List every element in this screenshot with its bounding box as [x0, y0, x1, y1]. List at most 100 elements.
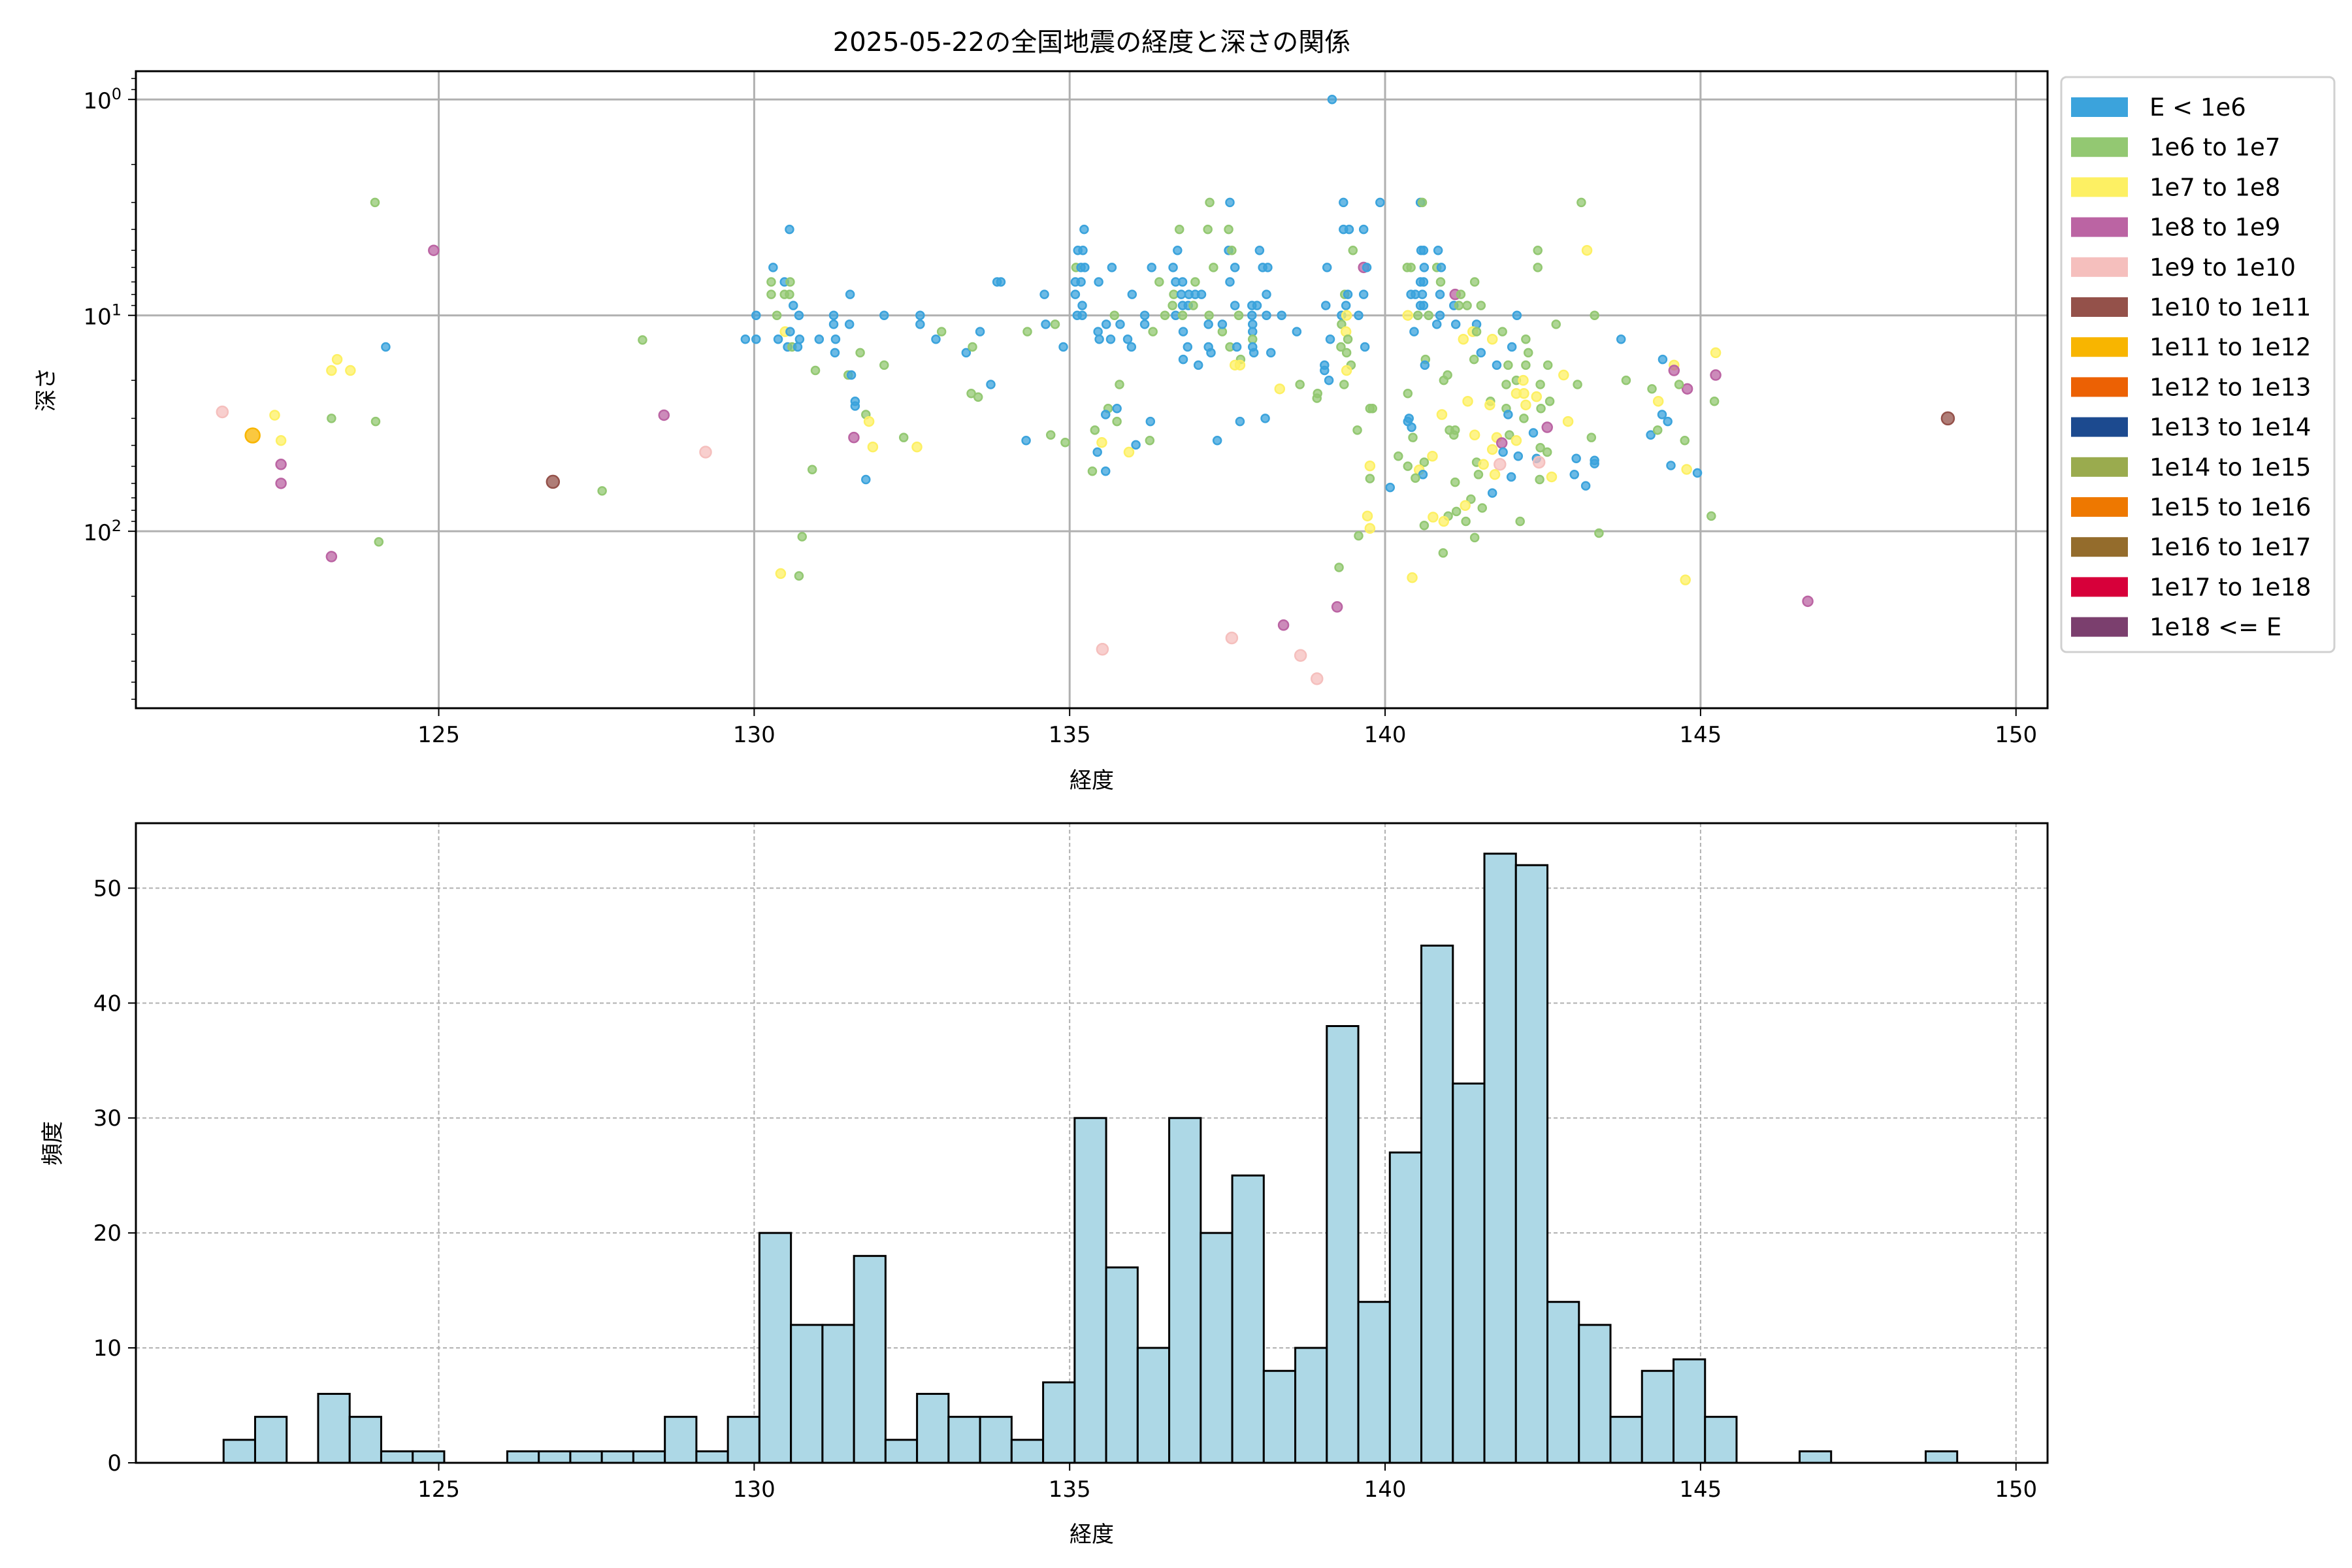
scatter-point	[1262, 310, 1271, 320]
histogram-bar	[695, 1450, 729, 1464]
legend-frame	[2060, 76, 2336, 653]
scatter-point	[1710, 347, 1722, 359]
scatter-point	[1403, 461, 1413, 471]
scatter-point	[794, 334, 805, 344]
scatter-point	[1193, 360, 1203, 370]
scatter-point	[844, 319, 855, 329]
scatter-point	[1469, 429, 1480, 440]
scatter-point	[1320, 365, 1330, 376]
scatter-point	[1277, 619, 1290, 631]
histogram-bar	[884, 1439, 919, 1464]
histogram-x-axis-label: 経度	[1070, 1522, 1114, 1548]
histogram-bar	[916, 1392, 950, 1464]
scatter-point	[1367, 403, 1377, 414]
scatter-point	[1402, 310, 1414, 321]
scatter-point	[1523, 348, 1533, 358]
scatter-point	[1252, 301, 1262, 310]
histogram-bar	[1231, 1174, 1265, 1464]
scatter-point	[1341, 365, 1352, 376]
histogram-bar	[1042, 1381, 1076, 1464]
scatter-point	[773, 334, 783, 344]
scatter-point	[1652, 395, 1664, 407]
histogram-x-tick-label: 140	[1364, 1477, 1407, 1503]
scatter-point	[1127, 289, 1137, 299]
legend-label: 1e7 to 1e8	[2149, 173, 2280, 201]
scatter-point	[1456, 289, 1466, 299]
scatter-point	[275, 478, 287, 489]
scatter-point	[1139, 310, 1150, 320]
scatter-point	[785, 327, 795, 336]
legend-swatch	[2071, 297, 2128, 317]
scatter-point	[879, 360, 889, 370]
scatter-point	[1469, 354, 1479, 365]
scatter-point	[1663, 416, 1673, 427]
scatter-x-axis-label: 経度	[1070, 768, 1114, 794]
scatter-point	[1360, 342, 1370, 352]
scatter-point	[216, 405, 229, 419]
scatter-point	[1339, 197, 1348, 208]
scatter-point	[1418, 277, 1429, 287]
scatter-point	[1486, 333, 1498, 345]
scatter-point	[1450, 319, 1461, 329]
scatter-point	[1533, 263, 1543, 272]
histogram-y-tick-label: 20	[93, 1220, 122, 1247]
scatter-point	[766, 289, 776, 299]
scatter-point	[1168, 301, 1177, 310]
scatter-point	[1230, 263, 1240, 272]
scatter-point	[898, 433, 909, 442]
histogram-bar	[1262, 1369, 1297, 1464]
scatter-point	[1247, 310, 1257, 320]
scatter-point	[1145, 416, 1156, 427]
scatter-point	[1413, 310, 1423, 320]
scatter-point	[1406, 263, 1416, 272]
scatter-point	[1532, 455, 1546, 469]
scatter-point	[1543, 360, 1553, 370]
legend-label: 1e16 to 1e17	[2149, 533, 2311, 561]
scatter-point	[1427, 450, 1438, 462]
scatter-point	[1501, 380, 1511, 389]
scatter-point	[1451, 506, 1462, 517]
scatter-point	[1505, 430, 1514, 440]
scatter-point	[1707, 511, 1716, 521]
scatter-point	[1498, 447, 1508, 457]
scatter-point	[1408, 433, 1418, 442]
scatter-point	[1497, 327, 1507, 336]
scatter-point	[1471, 327, 1482, 336]
scatter-point	[807, 465, 817, 475]
scatter-point	[915, 319, 925, 329]
histogram-bar	[1609, 1416, 1643, 1464]
scatter-point	[1680, 574, 1691, 585]
scatter-point	[428, 244, 440, 256]
scatter-point	[848, 431, 860, 444]
histogram-bar	[1924, 1450, 1959, 1464]
scatter-point	[1450, 477, 1460, 487]
scatter-point	[638, 335, 647, 345]
scatter-point	[772, 310, 782, 320]
scatter-point	[1528, 428, 1539, 438]
scatter-point	[867, 441, 879, 453]
scatter-y-tick-label: 100	[83, 85, 122, 114]
scatter-point	[861, 474, 871, 485]
scatter-point	[1232, 342, 1242, 352]
scatter-point	[1710, 369, 1722, 381]
histogram-bar	[979, 1416, 1013, 1464]
histogram-y-tick-label: 0	[107, 1450, 122, 1477]
scatter-point	[1646, 430, 1656, 440]
histogram-x-tick-label: 150	[1995, 1477, 2037, 1503]
scatter-point	[845, 289, 855, 299]
scatter-point	[1260, 414, 1270, 423]
scatter-point	[1147, 263, 1156, 272]
scatter-point	[1438, 515, 1450, 527]
scatter-point	[1247, 334, 1258, 344]
scatter-point	[546, 474, 561, 489]
scatter-point	[1506, 472, 1516, 482]
scatter-point	[1476, 301, 1486, 310]
histogram-bar	[790, 1324, 824, 1464]
histogram-bar	[1388, 1151, 1423, 1464]
scatter-point	[1115, 319, 1125, 329]
scatter-point	[1454, 301, 1464, 310]
scatter-point	[1076, 277, 1086, 287]
scatter-point	[785, 224, 794, 235]
histogram-bar	[1073, 1117, 1107, 1464]
histogram-axes-frame	[135, 822, 2049, 1464]
